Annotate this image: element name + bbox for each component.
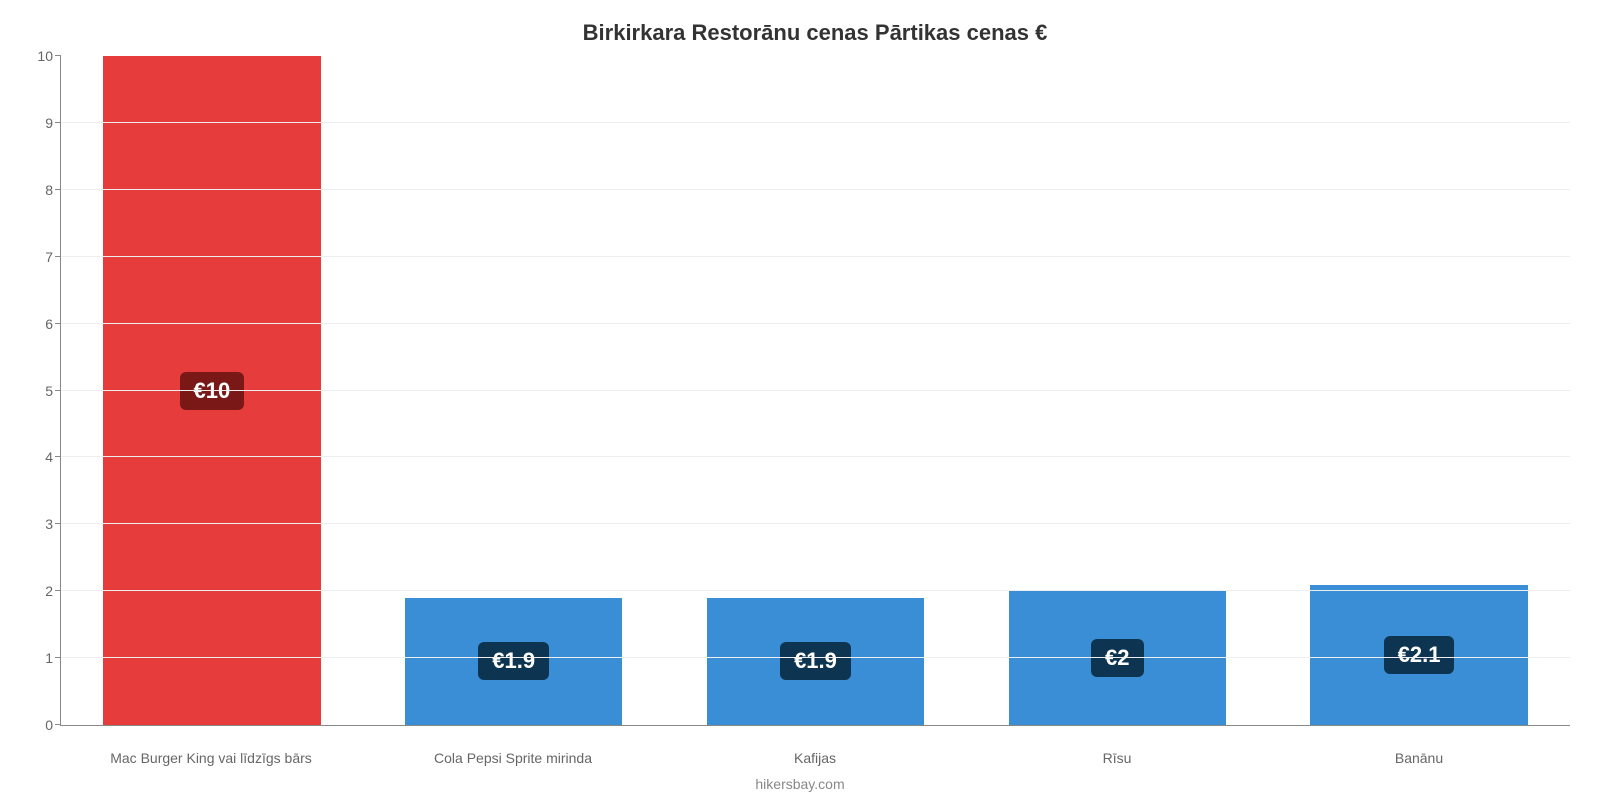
bar-slot: €1.9 bbox=[665, 56, 967, 725]
y-tick-mark bbox=[55, 390, 61, 391]
value-badge: €10 bbox=[180, 372, 245, 410]
value-badge: €1.9 bbox=[478, 642, 549, 680]
x-axis-label: Mac Burger King vai līdzīgs bārs bbox=[60, 750, 362, 766]
bars-layer: €10 €1.9 €1.9 €2 €2.1 bbox=[61, 56, 1570, 725]
y-tick-label: 9 bbox=[45, 115, 61, 131]
gridline bbox=[61, 323, 1570, 324]
chart-title: Birkirkara Restorānu cenas Pārtikas cena… bbox=[60, 20, 1570, 46]
x-axis-label: Rīsu bbox=[966, 750, 1268, 766]
y-tick-mark bbox=[55, 657, 61, 658]
plot-area: €10€1.9€1.9€2€2.1 012345678910 bbox=[60, 56, 1570, 726]
gridline bbox=[61, 523, 1570, 524]
gridline bbox=[61, 590, 1570, 591]
y-tick-mark bbox=[55, 523, 61, 524]
gridline bbox=[61, 122, 1570, 123]
x-axis-label: Cola Pepsi Sprite mirinda bbox=[362, 750, 664, 766]
y-tick-label: 2 bbox=[45, 583, 61, 599]
y-tick-mark bbox=[55, 323, 61, 324]
y-tick-label: 7 bbox=[45, 249, 61, 265]
bar: €10 bbox=[103, 56, 320, 725]
y-tick-mark bbox=[55, 256, 61, 257]
value-badge: €1.9 bbox=[780, 642, 851, 680]
gridline bbox=[61, 456, 1570, 457]
y-tick-mark bbox=[55, 189, 61, 190]
bar: €1.9 bbox=[707, 598, 924, 725]
x-axis-label: Kafijas bbox=[664, 750, 966, 766]
bar-slot: €1.9 bbox=[363, 56, 665, 725]
y-tick-label: 5 bbox=[45, 383, 61, 399]
gridline bbox=[61, 390, 1570, 391]
gridline bbox=[61, 189, 1570, 190]
y-tick-mark bbox=[55, 456, 61, 457]
bar-slot: €2 bbox=[966, 56, 1268, 725]
chart-credit: hikersbay.com bbox=[0, 776, 1600, 792]
y-tick-label: 0 bbox=[45, 717, 61, 733]
gridline bbox=[61, 256, 1570, 257]
y-tick-label: 4 bbox=[45, 449, 61, 465]
bar-slot: €10 bbox=[61, 56, 363, 725]
y-tick-label: 1 bbox=[45, 650, 61, 666]
gridline bbox=[61, 657, 1570, 658]
y-tick-mark bbox=[55, 55, 61, 56]
x-axis-labels: Mac Burger King vai līdzīgs bārsCola Pep… bbox=[60, 750, 1570, 766]
bar-slot: €2.1 bbox=[1268, 56, 1570, 725]
y-tick-label: 8 bbox=[45, 182, 61, 198]
value-badge: €2.1 bbox=[1384, 636, 1455, 674]
y-tick-label: 6 bbox=[45, 316, 61, 332]
y-tick-mark bbox=[55, 122, 61, 123]
y-tick-mark bbox=[55, 590, 61, 591]
bar: €1.9 bbox=[405, 598, 622, 725]
y-tick-label: 10 bbox=[37, 48, 61, 64]
bar: €2.1 bbox=[1310, 585, 1527, 725]
y-tick-label: 3 bbox=[45, 516, 61, 532]
y-tick-mark bbox=[55, 724, 61, 725]
x-axis-label: Banānu bbox=[1268, 750, 1570, 766]
chart-container: Birkirkara Restorānu cenas Pārtikas cena… bbox=[0, 0, 1600, 800]
